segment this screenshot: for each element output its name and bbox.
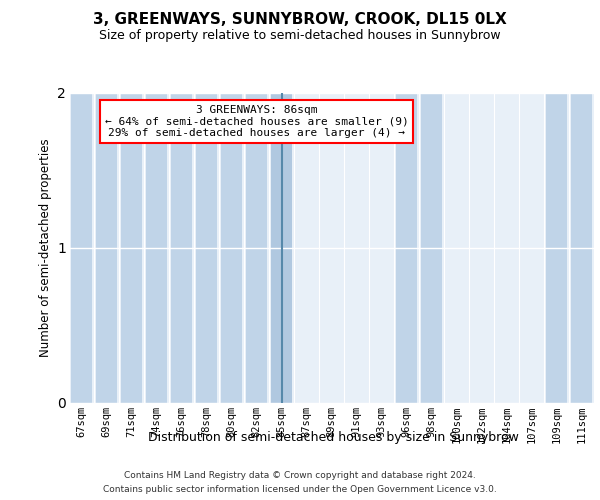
Bar — [196, 92, 217, 403]
Bar — [446, 92, 467, 403]
Bar — [521, 92, 542, 403]
Bar — [171, 92, 192, 403]
Bar — [96, 92, 117, 403]
Text: Distribution of semi-detached houses by size in Sunnybrow: Distribution of semi-detached houses by … — [148, 431, 518, 444]
Y-axis label: Number of semi-detached properties: Number of semi-detached properties — [39, 138, 52, 357]
Bar — [471, 92, 492, 403]
Bar — [496, 92, 517, 403]
Bar — [571, 92, 592, 403]
Text: 3, GREENWAYS, SUNNYBROW, CROOK, DL15 0LX: 3, GREENWAYS, SUNNYBROW, CROOK, DL15 0LX — [93, 12, 507, 28]
Text: 3 GREENWAYS: 86sqm
← 64% of semi-detached houses are smaller (9)
29% of semi-det: 3 GREENWAYS: 86sqm ← 64% of semi-detache… — [104, 105, 409, 138]
Bar — [296, 92, 317, 403]
Bar — [146, 92, 167, 403]
Bar — [321, 92, 342, 403]
Bar — [271, 92, 292, 403]
Bar — [246, 92, 267, 403]
Bar — [371, 92, 392, 403]
Bar — [396, 92, 417, 403]
Bar — [121, 92, 142, 403]
Bar — [546, 92, 567, 403]
Text: Size of property relative to semi-detached houses in Sunnybrow: Size of property relative to semi-detach… — [99, 29, 501, 42]
Text: Contains HM Land Registry data © Crown copyright and database right 2024.: Contains HM Land Registry data © Crown c… — [124, 472, 476, 480]
Bar — [421, 92, 442, 403]
Text: Contains public sector information licensed under the Open Government Licence v3: Contains public sector information licen… — [103, 484, 497, 494]
Bar — [71, 92, 92, 403]
Bar — [346, 92, 367, 403]
Bar — [221, 92, 242, 403]
